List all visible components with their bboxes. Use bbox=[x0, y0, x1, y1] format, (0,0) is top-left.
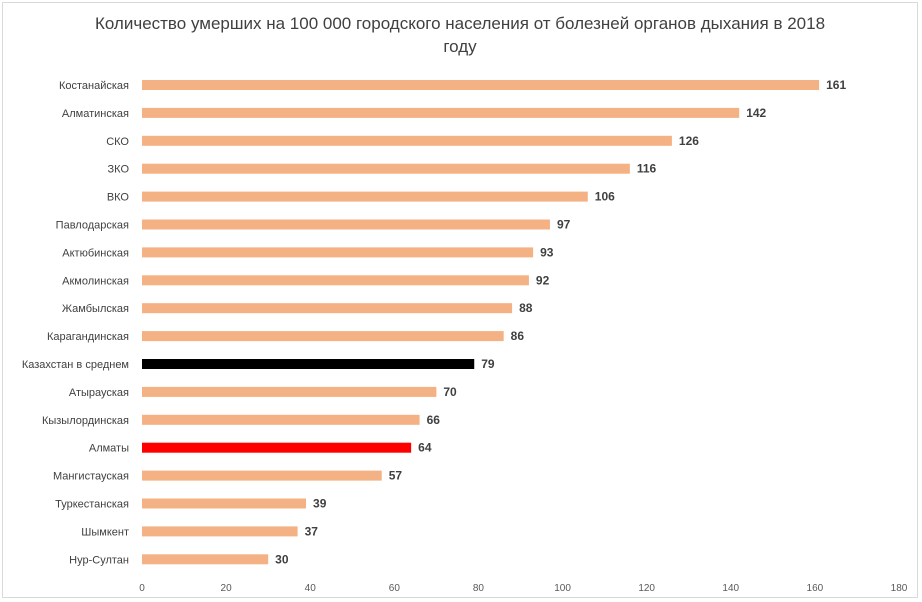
category-label: Казахстан в среднем bbox=[22, 359, 129, 371]
data-label: 88 bbox=[519, 301, 533, 315]
category-label: Мангистауская bbox=[53, 471, 129, 483]
data-label: 92 bbox=[536, 273, 550, 287]
bar bbox=[142, 107, 740, 118]
data-label: 93 bbox=[540, 245, 554, 259]
data-label: 126 bbox=[679, 134, 699, 148]
bar bbox=[142, 135, 672, 146]
data-label: 106 bbox=[595, 190, 615, 204]
data-label: 39 bbox=[313, 497, 327, 511]
chart-title: Количество умерших на 100 000 городского… bbox=[94, 14, 826, 56]
data-label: 97 bbox=[557, 218, 571, 232]
x-tick-label: 40 bbox=[305, 583, 317, 594]
bar bbox=[142, 163, 630, 174]
bar bbox=[142, 219, 550, 230]
bar bbox=[142, 442, 412, 453]
x-tick-label: 100 bbox=[554, 583, 571, 594]
bar bbox=[142, 331, 504, 342]
data-label: 142 bbox=[746, 106, 766, 120]
category-label: Кызылординская bbox=[42, 415, 129, 427]
data-label: 86 bbox=[511, 329, 525, 343]
data-label: 30 bbox=[275, 552, 289, 566]
bar bbox=[142, 386, 437, 397]
data-label: 64 bbox=[418, 441, 432, 455]
bar bbox=[142, 275, 529, 286]
bar bbox=[142, 359, 475, 369]
category-label: Алматинская bbox=[62, 108, 129, 120]
x-tick-label: 20 bbox=[221, 583, 233, 594]
data-label: 57 bbox=[389, 469, 403, 483]
category-label: Костанайская bbox=[59, 80, 129, 92]
bar bbox=[142, 498, 307, 509]
category-label: Атырауская bbox=[69, 387, 129, 399]
x-tick-label: 140 bbox=[722, 583, 739, 594]
x-tick-label: 120 bbox=[638, 583, 655, 594]
bar bbox=[142, 526, 298, 537]
data-label: 161 bbox=[826, 78, 846, 92]
x-tick-label: 80 bbox=[473, 583, 485, 594]
category-label: Карагандинская bbox=[47, 331, 129, 343]
category-label: ЗКО bbox=[108, 164, 130, 176]
category-label: Нур-Султан bbox=[69, 554, 129, 566]
category-label: ВКО bbox=[107, 192, 130, 204]
category-label: Жамбылская bbox=[62, 303, 129, 315]
data-label: 79 bbox=[481, 357, 495, 371]
category-label: Шымкент bbox=[81, 526, 129, 538]
data-label: 70 bbox=[443, 385, 457, 399]
bar bbox=[142, 247, 534, 258]
bar bbox=[142, 80, 820, 90]
x-tick-label: 180 bbox=[891, 583, 908, 594]
data-label: 66 bbox=[427, 413, 441, 427]
data-label: 116 bbox=[637, 162, 657, 176]
x-tick-label: 160 bbox=[807, 583, 824, 594]
category-label: Актюбинская bbox=[62, 247, 129, 259]
bar bbox=[142, 554, 269, 565]
category-label: Алматы bbox=[89, 443, 129, 455]
category-label: Павлодарская bbox=[56, 220, 129, 232]
bar bbox=[142, 470, 382, 481]
data-label: 37 bbox=[305, 524, 319, 538]
bar bbox=[142, 303, 513, 314]
x-tick-label: 0 bbox=[139, 583, 145, 594]
category-label: Туркестанская bbox=[55, 499, 129, 511]
category-label: СКО bbox=[106, 136, 129, 148]
category-label: Акмолинская bbox=[62, 275, 129, 287]
bar bbox=[142, 191, 588, 202]
x-tick-label: 60 bbox=[389, 583, 401, 594]
bar bbox=[142, 414, 420, 425]
